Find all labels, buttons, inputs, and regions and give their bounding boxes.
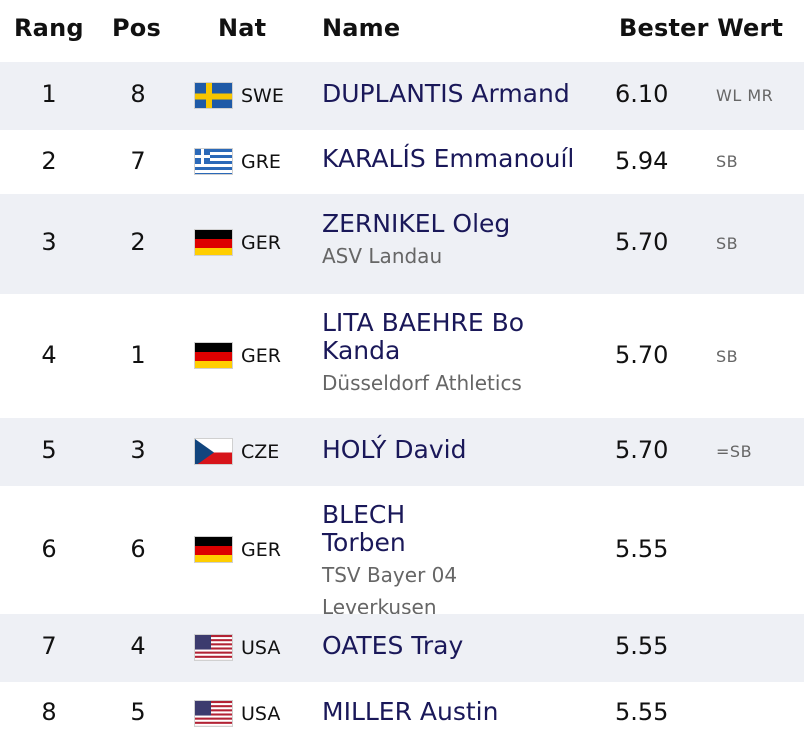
club-name: Düsseldorf Athletics — [322, 371, 522, 395]
athlete-name-link[interactable]: HOLÝ David — [322, 435, 467, 464]
pos-cell: 8 — [130, 80, 146, 108]
name-cell: BLECH Torben TSV Bayer 04 Leverkusen — [322, 501, 492, 623]
table-row: 8 5 USA MILLER Austin 5.55 — [0, 682, 804, 742]
nat-cell: GER — [194, 342, 281, 369]
header-best: Bester Wert — [619, 14, 784, 42]
nat-code: USA — [241, 702, 281, 725]
nat-code: GER — [241, 231, 281, 254]
nat-code: CZE — [241, 440, 280, 463]
germany-flag-icon — [194, 536, 233, 563]
usa-flag-icon — [194, 634, 233, 661]
club-name: ASV Landau — [322, 244, 443, 268]
athlete-name-link[interactable]: BLECH Torben — [322, 500, 406, 557]
pos-cell: 4 — [130, 632, 146, 660]
name-cell: OATES Tray — [322, 632, 597, 660]
pos-cell: 6 — [130, 535, 146, 563]
nat-cell: USA — [194, 634, 280, 661]
table-row: 7 4 USA OATES Tray 5.55 — [0, 614, 804, 682]
mark-cell: 5.70 — [615, 228, 669, 256]
rank-cell: 7 — [41, 632, 57, 660]
pos-cell: 2 — [130, 228, 146, 256]
sweden-flag-icon — [194, 82, 233, 109]
table-row: 4 1 GER LITA BAEHRE Bo Kanda Düsseldorf … — [0, 294, 804, 418]
record-badge: SB — [716, 152, 739, 171]
table-row: 5 3 CZE HOLÝ David 5.70 =SB — [0, 418, 804, 486]
nat-cell: USA — [194, 700, 280, 727]
table-row: 3 2 GER ZERNIKEL Oleg ASV Landau 5.70 SB — [0, 194, 804, 294]
nat-code: GER — [241, 538, 281, 561]
germany-flag-icon — [194, 229, 233, 256]
mark-cell: 5.55 — [615, 698, 669, 726]
nat-code: GER — [241, 344, 281, 367]
table-header: Rang Pos Nat Name Bester Wert — [0, 0, 804, 62]
record-badge: SB — [716, 347, 739, 366]
nat-cell: GER — [194, 229, 281, 256]
name-cell: ZERNIKEL Oleg ASV Landau — [322, 210, 597, 272]
header-pos: Pos — [112, 14, 161, 42]
athlete-name-link[interactable]: MILLER Austin — [322, 697, 499, 726]
header-rank: Rang — [14, 14, 84, 42]
mark-cell: 5.94 — [615, 147, 669, 175]
mark-cell: 5.70 — [615, 341, 669, 369]
czechia-flag-icon — [194, 438, 233, 465]
header-name: Name — [322, 14, 401, 42]
mark-cell: 5.70 — [615, 436, 669, 464]
nat-cell: GER — [194, 536, 281, 563]
nat-cell: SWE — [194, 82, 284, 109]
nat-code: SWE — [241, 84, 284, 107]
name-cell: HOLÝ David — [322, 436, 597, 464]
table-row: 1 8 SWE DUPLANTIS Armand 6.10 WL MR — [0, 62, 804, 130]
nat-cell: GRE — [194, 148, 281, 175]
record-badge: SB — [716, 234, 739, 253]
pos-cell: 5 — [130, 698, 146, 726]
rank-cell: 6 — [41, 535, 57, 563]
athlete-name-link[interactable]: DUPLANTIS Armand — [322, 79, 570, 108]
athlete-name-link[interactable]: ZERNIKEL Oleg — [322, 209, 511, 238]
athlete-name-link[interactable]: KARALÍS Emmanouíl — [322, 144, 575, 173]
nat-code: USA — [241, 636, 281, 659]
usa-flag-icon — [194, 700, 233, 727]
name-cell: MILLER Austin — [322, 698, 597, 726]
rank-cell: 8 — [41, 698, 57, 726]
nat-cell: CZE — [194, 438, 279, 465]
mark-cell: 5.55 — [615, 535, 669, 563]
name-cell: LITA BAEHRE Bo Kanda Düsseldorf Athletic… — [322, 309, 597, 399]
athlete-name-link[interactable]: LITA BAEHRE Bo Kanda — [322, 308, 525, 365]
mark-cell: 5.55 — [615, 632, 669, 660]
table-row: 2 7 GRE KARALÍS Emmanouíl 5.9 — [0, 130, 804, 194]
nat-code: GRE — [241, 150, 281, 173]
rank-cell: 5 — [41, 436, 57, 464]
record-badge: WL MR — [716, 86, 774, 105]
germany-flag-icon — [194, 342, 233, 369]
rank-cell: 1 — [41, 80, 57, 108]
header-nat: Nat — [218, 14, 267, 42]
rank-cell: 3 — [41, 228, 57, 256]
name-cell: KARALÍS Emmanouíl — [322, 145, 597, 173]
rank-cell: 4 — [41, 341, 57, 369]
greece-flag-icon — [194, 148, 233, 175]
pos-cell: 7 — [130, 147, 146, 175]
table-row: 6 6 GER BLECH Torben TSV Bayer 04 Leverk… — [0, 486, 804, 620]
name-cell: DUPLANTIS Armand — [322, 80, 597, 108]
mark-cell: 6.10 — [615, 80, 669, 108]
rank-cell: 2 — [41, 147, 57, 175]
pos-cell: 1 — [130, 341, 146, 369]
pos-cell: 3 — [130, 436, 146, 464]
record-badge: =SB — [716, 442, 753, 461]
athlete-name-link[interactable]: OATES Tray — [322, 631, 464, 660]
